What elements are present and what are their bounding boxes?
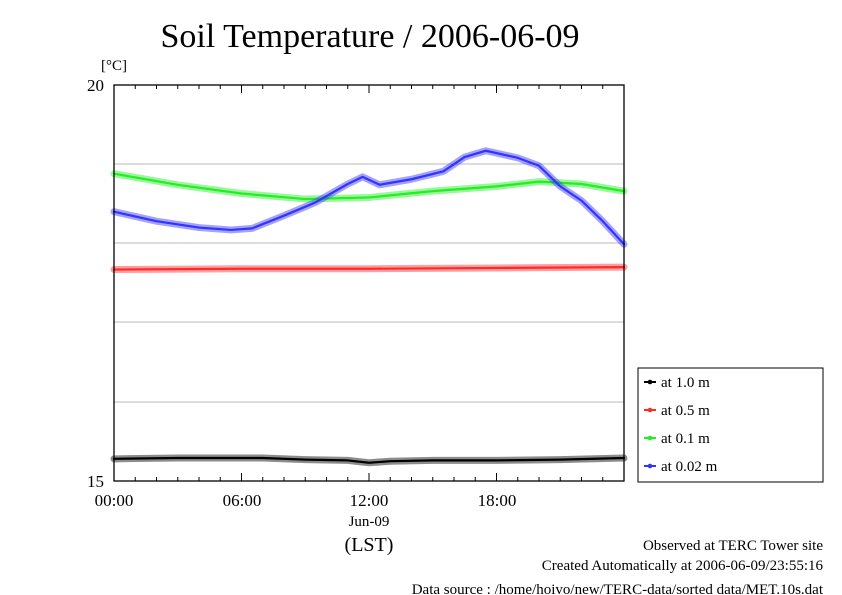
series-line-1.0m: [112, 456, 626, 464]
legend-label-0.02m: at 0.02 m: [661, 459, 718, 475]
legend-item-0.1m: at 0.1 m: [644, 431, 710, 447]
footer-observed: Observed at TERC Tower site: [643, 538, 823, 554]
legend-item-0.5m: at 0.5 m: [644, 403, 710, 419]
legend-marker-0.1m: [647, 435, 653, 441]
x-tick-label-1200: 12:00: [350, 491, 389, 510]
x-tick-label-1800: 18:00: [478, 491, 517, 510]
legend-label-0.5m: at 0.5 m: [661, 403, 710, 419]
legend-box: [637, 367, 824, 483]
series-line-0.1m: [112, 172, 626, 201]
legend-label-1.0m: at 1.0 m: [661, 375, 710, 391]
plot-frame: [113, 84, 625, 482]
gridlines: [114, 163, 624, 403]
footer-datasource: Data source : /home/hoivo/new/TERC-data/…: [412, 582, 824, 595]
legend-item-0.02m: at 0.02 m: [644, 459, 718, 475]
x-axis-label: (LST): [345, 534, 394, 556]
legend-marker-0.02m: [647, 463, 653, 469]
x-tick-label-0000: 00:00: [95, 491, 134, 510]
legend-label-0.1m: at 0.1 m: [661, 431, 710, 447]
x-ticks: [113, 85, 625, 481]
legend-item-1.0m: at 1.0 m: [644, 375, 710, 391]
legend: at 1.0 m at 0.5 m at 0.1 m at 0.02 m: [637, 367, 824, 483]
x-date-label: Jun-09: [349, 514, 390, 530]
y-tick-label-top: 20: [87, 76, 104, 95]
x-tick-label-0600: 06:00: [223, 491, 262, 510]
y-axis-label: [°C]: [101, 58, 127, 74]
y-tick-label-bottom: 15: [87, 472, 104, 491]
series-layer: [110, 147, 628, 467]
series-line-0.5m: [112, 266, 626, 271]
footer-created: Created Automatically at 2006-06-09/23:5…: [542, 558, 824, 574]
legend-marker-1.0m: [647, 379, 653, 385]
legend-marker-0.5m: [647, 407, 653, 413]
chart-title: Soil Temperature / 2006-06-09: [160, 18, 579, 55]
series-line-0.02m: [112, 149, 626, 246]
